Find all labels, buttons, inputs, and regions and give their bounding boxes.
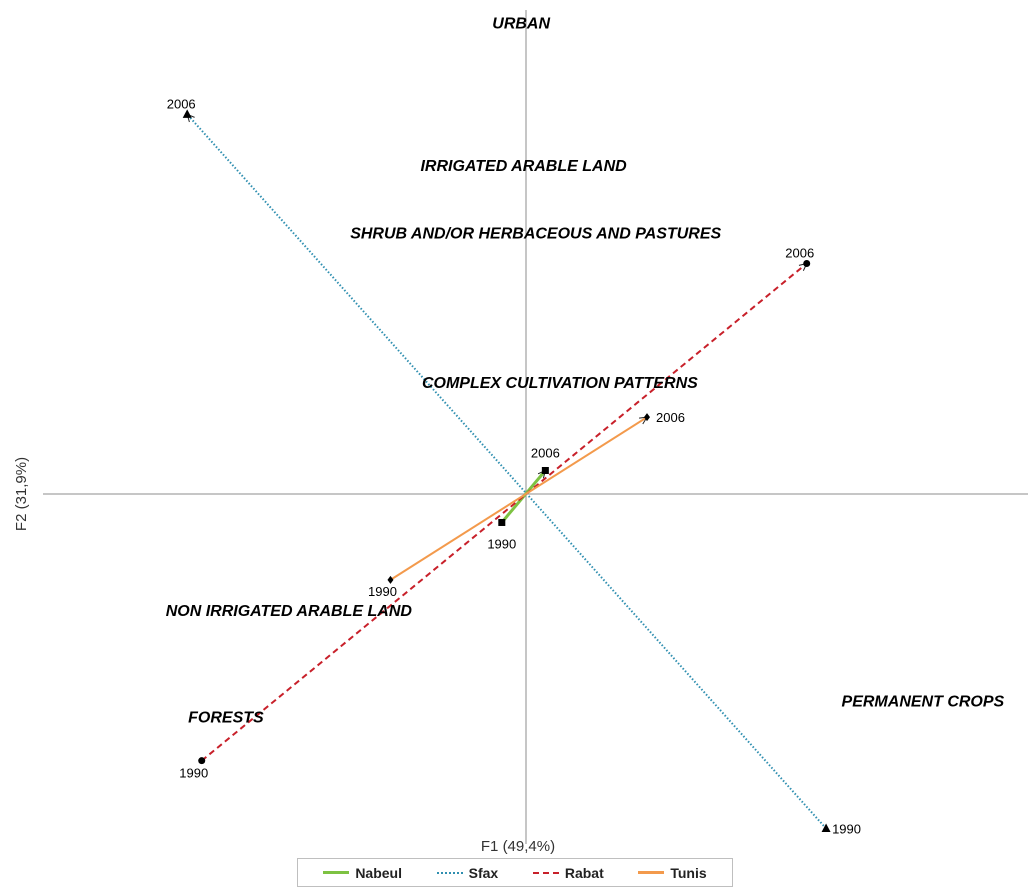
category-label: COMPLEX CULTIVATION PATTERNS — [422, 375, 698, 392]
y-axis-label: F2 (31,9%) — [13, 457, 30, 531]
point-sfax-2006 — [182, 109, 192, 118]
category-label: URBAN — [492, 15, 550, 32]
axes — [43, 10, 1028, 844]
point-tunis-2006 — [644, 413, 650, 422]
series-line-tunis — [389, 416, 648, 581]
series-line-rabat — [201, 262, 808, 762]
legend-swatch-tunis — [638, 871, 665, 874]
point-rabat-1990 — [198, 757, 206, 765]
annotations-layer: URBAN IRRIGATED ARABLE LAND SHRUB AND/OR H… — [166, 15, 1005, 726]
legend-label-sfax: Sfax — [468, 864, 499, 881]
point-nabeul-2006 — [541, 466, 549, 474]
point-label-sfax-2006: 2006 — [167, 96, 196, 111]
category-label: IRRIGATED ARABLE LAND — [420, 158, 627, 175]
series-line-sfax — [186, 113, 827, 830]
point-label-nabeul-2006: 2006 — [531, 445, 560, 460]
point-label-nabeul-1990: 1990 — [487, 536, 516, 551]
legend-swatch-sfax — [436, 871, 463, 874]
legend-swatch-rabat — [532, 871, 559, 874]
point-label-rabat-1990: 1990 — [179, 766, 208, 781]
legend-item-tunis: Tunis — [638, 864, 707, 881]
series-layer: 1990 2006 1990 2006 1990 2006 1990 2006 — [167, 96, 861, 836]
point-label-tunis-1990: 1990 — [368, 584, 397, 599]
point-label-rabat-2006: 2006 — [785, 245, 814, 260]
series-nabeul: 1990 2006 — [487, 445, 559, 551]
category-label: NON IRRIGATED ARABLE LAND — [166, 603, 413, 620]
legend: Nabeul Sfax Rabat Tunis — [297, 858, 733, 887]
legend-label-nabeul: Nabeul — [355, 864, 402, 881]
legend-label-rabat: Rabat — [564, 864, 604, 881]
series-rabat: 1990 2006 — [179, 245, 814, 780]
category-label: SHRUB AND/OR HERBACEOUS AND PASTURES — [350, 226, 721, 243]
point-nabeul-1990 — [498, 518, 506, 526]
x-axis-label: F1 (49,4%) — [481, 838, 555, 855]
series-tunis: 1990 2006 — [368, 410, 685, 599]
category-label: FORESTS — [188, 709, 264, 726]
category-label: PERMANENT CROPS — [842, 693, 1005, 710]
point-label-tunis-2006: 2006 — [656, 410, 685, 425]
point-tunis-1990 — [387, 575, 394, 584]
series-sfax: 1990 2006 — [167, 96, 861, 836]
point-rabat-2006 — [803, 259, 811, 267]
point-label-sfax-1990: 1990 — [832, 821, 861, 836]
point-sfax-1990 — [821, 823, 831, 832]
legend-label-tunis: Tunis — [670, 864, 707, 881]
legend-item-rabat: Rabat — [532, 864, 604, 881]
legend-item-sfax: Sfax — [436, 864, 499, 881]
legend-swatch-nabeul — [323, 871, 350, 874]
legend-item-nabeul: Nabeul — [323, 865, 402, 881]
